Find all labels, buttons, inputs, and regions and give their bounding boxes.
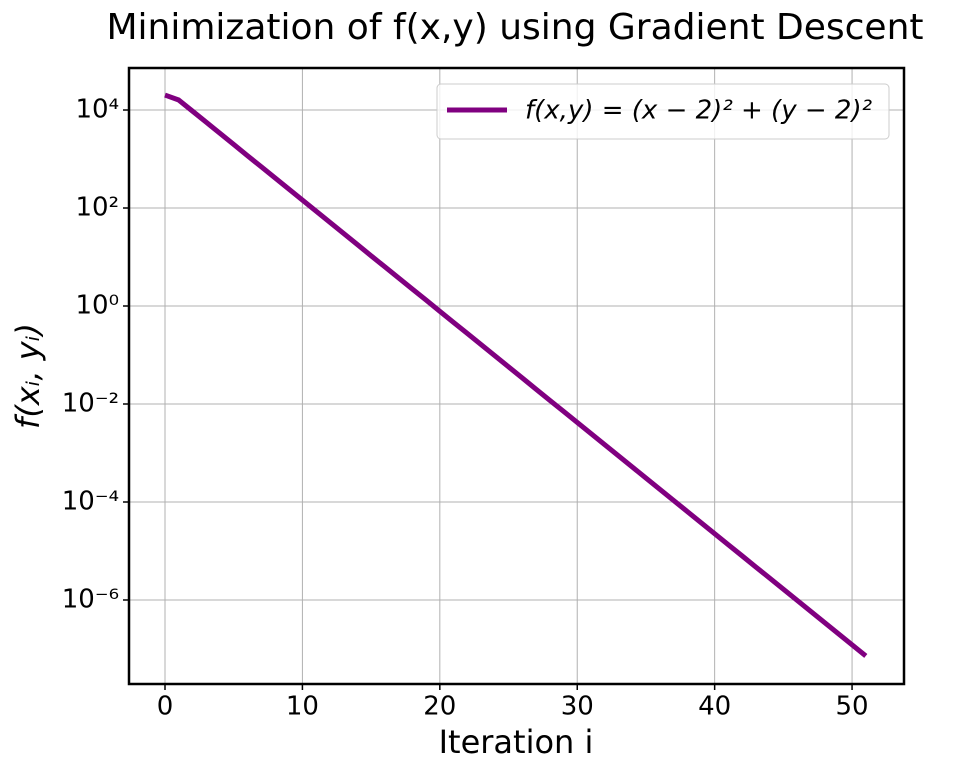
y-tick-label: 10⁴: [75, 95, 119, 125]
x-tick-label: 50: [836, 692, 869, 722]
x-tick-label: 10: [286, 692, 319, 722]
x-tick-label: 40: [698, 692, 731, 722]
y-tick-label: 10⁻⁴: [62, 486, 119, 516]
y-tick-label: 10⁻⁶: [62, 584, 119, 614]
legend-box: [436, 83, 890, 140]
x-axis-label: Iteration i: [439, 723, 594, 761]
x-tick-label: 0: [157, 692, 174, 722]
legend-label: f(x,y) = (x − 2)² + (y − 2)²: [525, 96, 872, 126]
y-tick-label: 10⁻²: [62, 389, 119, 419]
chart-title: Minimization of f(x,y) using Gradient De…: [106, 7, 923, 48]
x-tick-label: 20: [423, 692, 456, 722]
y-axis-label: f(xᵢ, yᵢ): [9, 323, 47, 429]
y-tick-label: 10⁰: [75, 291, 119, 321]
plot-frame: [127, 66, 906, 686]
y-tick-label: 10²: [75, 193, 119, 223]
line: [164, 92, 868, 658]
x-tick-label: 30: [561, 692, 594, 722]
